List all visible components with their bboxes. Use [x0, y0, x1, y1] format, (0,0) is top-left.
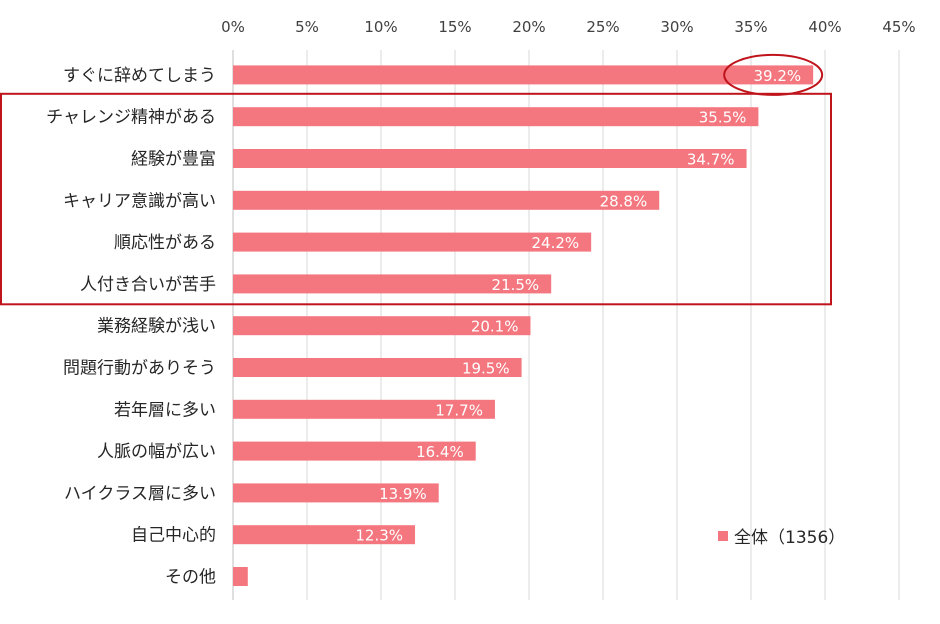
- legend-swatch: [718, 531, 728, 541]
- value-label: 19.5%: [462, 360, 510, 378]
- category-labels: すぐに辞めてしまうチャレンジ精神がある経験が豊富キャリア意識が高い順応性がある人…: [46, 66, 216, 588]
- bar: [233, 274, 552, 294]
- category-label: 人脈の幅が広い: [97, 442, 216, 462]
- value-label: 12.3%: [355, 527, 403, 545]
- category-label: その他: [165, 568, 216, 588]
- bar: [233, 525, 416, 545]
- bar: [233, 107, 759, 127]
- category-label: 問題行動がありそう: [63, 359, 216, 379]
- category-label: ハイクラス層に多い: [64, 484, 216, 504]
- value-label: 20.1%: [471, 318, 519, 336]
- value-label: 39.2%: [754, 67, 802, 85]
- bar: [233, 232, 592, 252]
- bar: [233, 316, 531, 336]
- bar: [233, 190, 660, 210]
- x-tick-label: 40%: [808, 18, 841, 36]
- value-label: 24.2%: [532, 234, 580, 252]
- value-label: 17.7%: [435, 401, 483, 419]
- annotations: [0, 53, 832, 306]
- value-label: 16.4%: [416, 443, 464, 461]
- gridlines: [232, 50, 900, 600]
- category-label: すぐに辞めてしまう: [63, 66, 216, 86]
- x-tick-label: 45%: [882, 18, 915, 36]
- bar: [233, 65, 814, 85]
- value-label: 34.7%: [687, 151, 735, 169]
- bar: [233, 441, 476, 461]
- bar: [233, 483, 439, 503]
- category-label: 業務経験が浅い: [97, 317, 216, 337]
- bar: [233, 149, 747, 168]
- value-label: 21.5%: [492, 276, 540, 294]
- category-label: 順応性がある: [114, 233, 216, 253]
- x-tick-label: 20%: [512, 18, 545, 36]
- bar: [233, 358, 522, 377]
- x-tick-label: 30%: [660, 18, 693, 36]
- category-label: 自己中心的: [131, 526, 216, 546]
- category-label: チャレンジ精神がある: [46, 108, 216, 128]
- x-tick-label: 5%: [295, 18, 319, 36]
- x-tick-label: 0%: [221, 18, 245, 36]
- bar: [233, 567, 248, 586]
- x-tick-label: 35%: [734, 18, 767, 36]
- x-tick-label: 15%: [438, 18, 471, 36]
- category-label: 経験が豊富: [131, 150, 216, 170]
- value-label: 28.8%: [600, 192, 648, 210]
- category-label: 若年層に多い: [114, 400, 216, 420]
- highlight-ellipse: [723, 53, 824, 96]
- category-label: 人付き合いが苦手: [80, 275, 216, 295]
- category-label: キャリア意識が高い: [63, 191, 216, 211]
- value-label: 13.9%: [379, 485, 427, 503]
- bar: [233, 399, 495, 419]
- bars: [233, 65, 814, 586]
- value-labels: 39.2% 35.5% 34.7% 28.8% 24.2% 21.5% 20.1% 19.5%…: [355, 67, 801, 545]
- x-tick-label: 25%: [586, 18, 619, 36]
- legend-label: 全体（1356）: [734, 528, 845, 548]
- value-label: 35.5%: [699, 109, 747, 127]
- highlight-box: [0, 92, 832, 306]
- x-axis-ticks: 0% 5% 10% 15% 20% 25% 30% 35% 40% 45%: [221, 18, 916, 36]
- legend: 全体（1356）: [718, 528, 845, 548]
- x-tick-label: 10%: [364, 18, 397, 36]
